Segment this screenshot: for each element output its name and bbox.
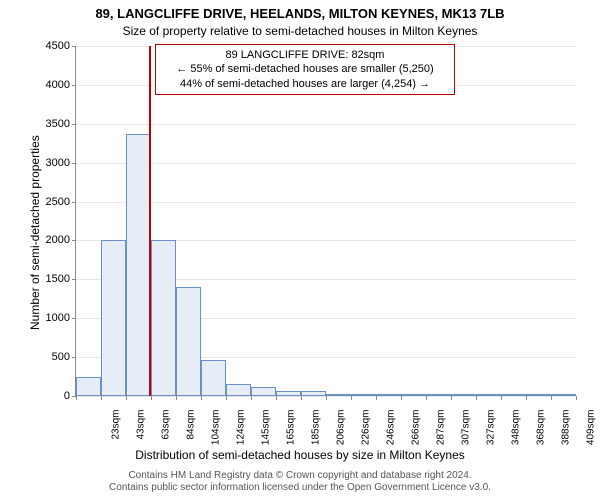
x-tick-mark [401, 396, 402, 400]
histogram-bar [201, 360, 226, 396]
x-tick-mark [76, 396, 77, 400]
x-tick-mark [151, 396, 152, 400]
x-tick-mark [276, 396, 277, 400]
x-tick-label: 104sqm [211, 410, 222, 454]
histogram-bar [351, 394, 376, 396]
chart-subtitle: Size of property relative to semi-detach… [0, 24, 600, 38]
x-tick-mark [326, 396, 327, 400]
x-tick-label: 348sqm [511, 410, 522, 454]
histogram-bar [526, 394, 551, 396]
x-tick-mark [176, 396, 177, 400]
histogram-bar [126, 134, 151, 396]
x-tick-label: 23sqm [111, 410, 122, 454]
x-tick-label: 266sqm [411, 410, 422, 454]
annotation-line-2: ← 55% of semi-detached houses are smalle… [160, 62, 450, 76]
histogram-bar [376, 394, 401, 396]
annotation-line-3: 44% of semi-detached houses are larger (… [160, 77, 450, 91]
x-tick-label: 206sqm [336, 410, 347, 454]
histogram-bar [426, 394, 451, 396]
x-axis-label: Distribution of semi-detached houses by … [0, 448, 600, 462]
histogram-bar [76, 377, 101, 396]
y-tick-mark [72, 318, 76, 319]
footer-line-1: Contains HM Land Registry data © Crown c… [0, 470, 600, 482]
y-tick-label: 4500 [30, 40, 70, 52]
histogram-bar [451, 394, 476, 396]
x-tick-mark [501, 396, 502, 400]
y-tick-mark [72, 124, 76, 125]
histogram-bar [226, 384, 251, 396]
x-tick-label: 368sqm [536, 410, 547, 454]
annotation-line-1: 89 LANGCLIFFE DRIVE: 82sqm [160, 48, 450, 62]
y-tick-mark [72, 240, 76, 241]
x-tick-mark [426, 396, 427, 400]
gridline [76, 202, 576, 203]
histogram-bar [326, 394, 351, 396]
x-tick-mark [126, 396, 127, 400]
chart-title-address: 89, LANGCLIFFE DRIVE, HEELANDS, MILTON K… [0, 6, 600, 21]
x-tick-mark [226, 396, 227, 400]
histogram-bar [551, 394, 576, 396]
y-tick-mark [72, 163, 76, 164]
y-tick-mark [72, 357, 76, 358]
x-tick-mark [301, 396, 302, 400]
x-tick-mark [201, 396, 202, 400]
x-tick-label: 287sqm [436, 410, 447, 454]
y-tick-mark [72, 279, 76, 280]
x-tick-label: 43sqm [136, 410, 147, 454]
y-tick-label: 2000 [30, 234, 70, 246]
x-tick-label: 307sqm [461, 410, 472, 454]
x-tick-mark [526, 396, 527, 400]
gridline [76, 124, 576, 125]
y-tick-label: 4000 [30, 79, 70, 91]
x-tick-label: 327sqm [486, 410, 497, 454]
x-tick-label: 165sqm [286, 410, 297, 454]
x-tick-mark [351, 396, 352, 400]
x-tick-mark [451, 396, 452, 400]
footer-line-2: Contains public sector information licen… [0, 482, 600, 494]
chart-container: 89, LANGCLIFFE DRIVE, HEELANDS, MILTON K… [0, 0, 600, 500]
histogram-bar [401, 394, 426, 396]
y-tick-label: 3500 [30, 118, 70, 130]
x-tick-label: 145sqm [261, 410, 272, 454]
y-tick-label: 1000 [30, 312, 70, 324]
histogram-bar [151, 240, 176, 396]
plot-area [75, 46, 576, 397]
histogram-bar [251, 387, 276, 396]
y-tick-mark [72, 202, 76, 203]
x-tick-label: 409sqm [586, 410, 597, 454]
histogram-bar [276, 391, 301, 396]
gridline [76, 163, 576, 164]
annotation-box: 89 LANGCLIFFE DRIVE: 82sqm ← 55% of semi… [155, 44, 455, 95]
histogram-bar [176, 287, 201, 396]
y-tick-label: 2500 [30, 196, 70, 208]
y-tick-label: 0 [30, 390, 70, 402]
x-tick-label: 84sqm [186, 410, 197, 454]
histogram-bar [501, 394, 526, 396]
x-tick-label: 185sqm [311, 410, 322, 454]
x-tick-label: 226sqm [361, 410, 372, 454]
x-tick-mark [376, 396, 377, 400]
x-tick-mark [476, 396, 477, 400]
reference-line [149, 46, 151, 396]
histogram-bar [301, 391, 326, 396]
x-tick-label: 246sqm [386, 410, 397, 454]
y-tick-mark [72, 85, 76, 86]
x-tick-mark [251, 396, 252, 400]
x-tick-label: 124sqm [236, 410, 247, 454]
y-tick-label: 500 [30, 351, 70, 363]
histogram-bar [476, 394, 501, 396]
histogram-bar [101, 240, 126, 396]
x-tick-label: 63sqm [161, 410, 172, 454]
x-tick-mark [551, 396, 552, 400]
footer-attribution: Contains HM Land Registry data © Crown c… [0, 470, 600, 494]
y-tick-label: 1500 [30, 273, 70, 285]
x-tick-label: 388sqm [561, 410, 572, 454]
y-tick-mark [72, 46, 76, 47]
y-tick-label: 3000 [30, 157, 70, 169]
x-tick-mark [576, 396, 577, 400]
x-tick-mark [101, 396, 102, 400]
